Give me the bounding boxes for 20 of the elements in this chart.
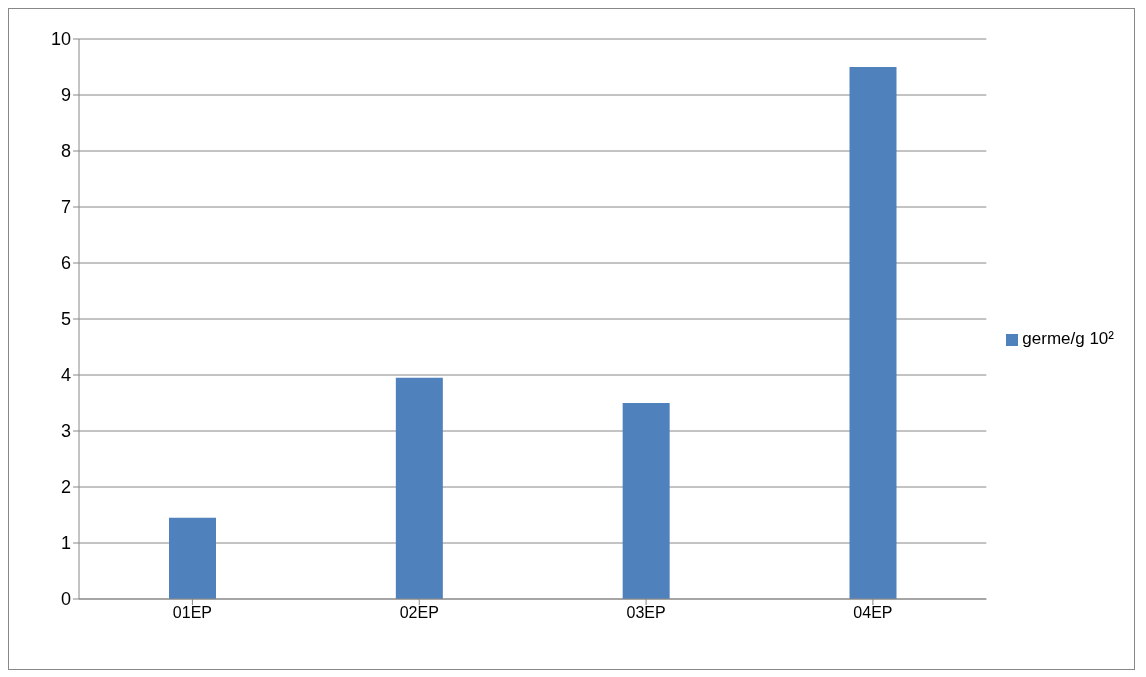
bar <box>849 67 897 599</box>
bar <box>169 517 216 599</box>
y-tick-label: 0 <box>60 589 71 610</box>
y-tick-label: 9 <box>60 85 71 106</box>
bar <box>622 403 670 599</box>
y-tick-label: 3 <box>60 421 71 442</box>
y-tick-label: 2 <box>60 477 71 498</box>
y-tick-label: 1 <box>60 533 71 554</box>
x-tick-label: 03EP <box>626 604 666 622</box>
bar <box>395 377 443 599</box>
y-tick-label: 7 <box>60 197 71 218</box>
legend-label: germe/g 10² <box>1022 329 1114 348</box>
y-tick-label: 8 <box>60 141 71 162</box>
y-tick-label: 6 <box>60 253 71 274</box>
y-tick-label: 5 <box>60 309 71 330</box>
y-tick-label: 10 <box>50 29 71 50</box>
x-tick-label: 01EP <box>172 604 212 622</box>
y-tick-label: 4 <box>60 365 71 386</box>
x-tick-label: 02EP <box>399 604 439 622</box>
x-tick-label: 04EP <box>853 604 893 622</box>
